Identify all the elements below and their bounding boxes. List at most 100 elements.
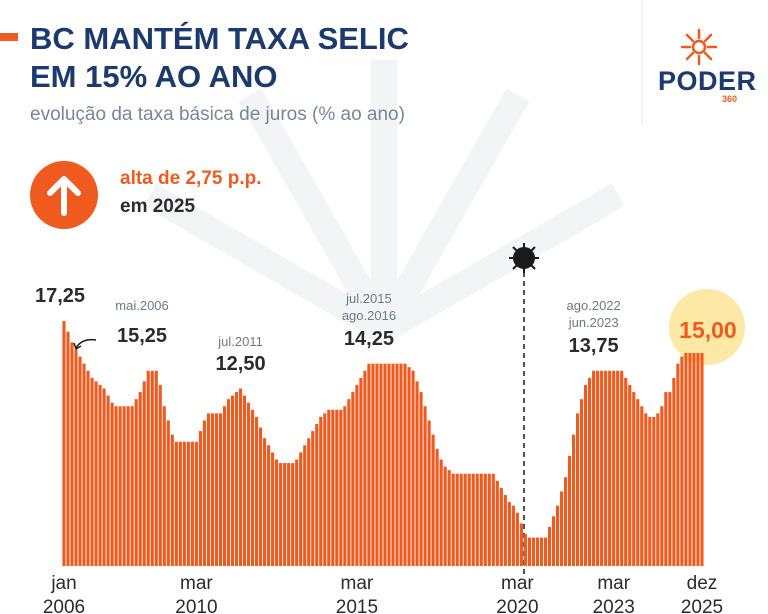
- bar: [668, 392, 672, 566]
- bar: [138, 392, 142, 566]
- bar: [299, 452, 303, 566]
- bar: [246, 402, 251, 566]
- up-arrow: [47, 176, 81, 216]
- bar: [459, 473, 463, 566]
- bar: [106, 395, 110, 566]
- bar: [596, 370, 600, 566]
- bar: [174, 441, 178, 566]
- bar: [608, 370, 612, 566]
- bar: [592, 370, 596, 566]
- bar: [335, 409, 339, 566]
- bar: [70, 342, 74, 566]
- bar: [483, 473, 487, 566]
- bar: [206, 413, 210, 566]
- bar: [255, 416, 259, 566]
- bar: [218, 413, 223, 566]
- bar: [62, 321, 66, 566]
- bar: [499, 487, 503, 566]
- bar: [190, 441, 194, 566]
- value-label: 12,50: [215, 352, 266, 375]
- x-tick-label: mar 2010: [175, 573, 218, 614]
- covid-icon: [509, 243, 539, 273]
- x-tick-label: jan 2006: [42, 573, 86, 614]
- bar: [267, 445, 271, 566]
- bar: [439, 459, 443, 566]
- bar: [194, 441, 198, 566]
- bar: [283, 463, 287, 566]
- bar: [563, 477, 568, 566]
- bar: [186, 441, 190, 566]
- bar: [259, 427, 263, 566]
- callout-detail: em 2025: [120, 196, 196, 217]
- bar: [547, 526, 552, 566]
- bar: [287, 463, 291, 566]
- annotation-arrow: [75, 338, 97, 349]
- bar: [303, 445, 307, 566]
- date-note: jul.2011: [218, 333, 263, 349]
- bar: [491, 473, 495, 566]
- bar: [620, 370, 624, 566]
- bar: [395, 363, 399, 566]
- bar: [291, 463, 295, 566]
- title-marker: [0, 33, 18, 41]
- bar: [463, 473, 467, 566]
- bar: [636, 399, 640, 566]
- bar: [519, 523, 523, 566]
- bar: [327, 409, 331, 566]
- background-rays: [143, 60, 625, 342]
- bar: [700, 353, 704, 566]
- bar: [567, 455, 572, 566]
- bar: [391, 363, 395, 566]
- bar: [170, 434, 174, 566]
- logo-icon: [680, 28, 718, 66]
- bar: [475, 473, 479, 566]
- bar: [182, 441, 186, 566]
- bar: [134, 399, 138, 566]
- bar: [339, 409, 343, 566]
- callout-headline: alta de 2,75 p.p.: [120, 168, 262, 189]
- bar: [66, 331, 70, 566]
- bar: [347, 399, 351, 566]
- date-note: jul.2015 ago.2016: [341, 290, 397, 323]
- subtitle: evolução da taxa básica de juros (% ao a…: [30, 104, 405, 125]
- bar: [672, 377, 676, 566]
- bar: [543, 537, 548, 566]
- bar: [319, 416, 323, 566]
- bar: [479, 473, 483, 566]
- bar: [367, 363, 371, 566]
- date-note: mai.2006: [115, 298, 169, 314]
- bar: [198, 431, 202, 566]
- bar: [559, 491, 564, 566]
- bar: [403, 363, 407, 566]
- bar: [130, 406, 134, 566]
- bar: [178, 441, 182, 566]
- bar: [487, 473, 491, 566]
- bar: [431, 434, 435, 566]
- bar: [652, 416, 656, 566]
- bar: [351, 392, 355, 566]
- bar: [162, 406, 166, 566]
- bar: [644, 413, 648, 566]
- x-tick-label: mar 2020: [496, 573, 539, 614]
- bar: [271, 452, 275, 566]
- bar: [126, 406, 130, 566]
- bar: [343, 406, 347, 566]
- bar: [507, 502, 511, 566]
- bar: [411, 370, 415, 566]
- bar: [78, 356, 82, 566]
- x-tick-label: mar 2023: [592, 573, 635, 614]
- bar: [114, 406, 118, 566]
- bar: [407, 367, 411, 566]
- bar: [331, 409, 335, 566]
- bar: [234, 392, 239, 566]
- bar: [664, 392, 668, 566]
- bar: [158, 384, 162, 566]
- bar: [214, 413, 219, 566]
- bar: [315, 424, 319, 566]
- title: BC MANTÉM TAXA SELIC EM 15% AO ANO: [30, 21, 409, 94]
- bar: [628, 384, 632, 566]
- bar: [435, 448, 439, 566]
- bar: [451, 473, 455, 566]
